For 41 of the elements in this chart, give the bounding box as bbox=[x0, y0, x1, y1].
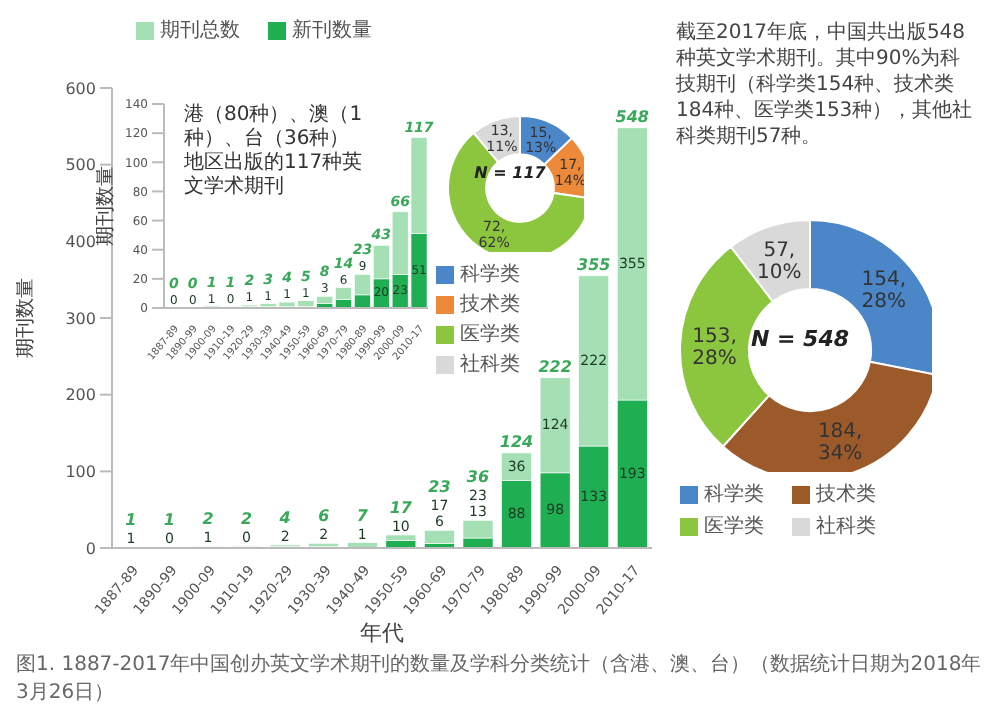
legend-label: 科学类 bbox=[458, 261, 522, 288]
data-label: 153, 28% bbox=[692, 326, 737, 371]
total-label: 2 bbox=[202, 510, 215, 529]
total-label: 36 bbox=[466, 468, 490, 487]
total-label: 17 bbox=[389, 498, 413, 517]
total-label: 548 bbox=[615, 107, 650, 126]
y-tick-label: 0 bbox=[85, 539, 96, 558]
y-tick-label: 400 bbox=[65, 233, 96, 252]
data-label: 184, 34% bbox=[817, 420, 863, 465]
total-label: 124 bbox=[499, 432, 535, 451]
y-tick-label: 100 bbox=[65, 463, 96, 482]
total-label: 222 bbox=[538, 357, 573, 376]
legend-label: 社科类 bbox=[460, 354, 520, 376]
y-tick-label: 200 bbox=[65, 386, 96, 405]
legend-label: 技术类 bbox=[814, 481, 876, 508]
annotation: N = 117 bbox=[474, 164, 546, 182]
total-label: 4 bbox=[277, 508, 292, 527]
data-label: 154, 28% bbox=[861, 269, 907, 314]
data-label: 1 bbox=[125, 511, 137, 530]
y-tick-label: 600 bbox=[65, 79, 96, 98]
total-label: 2 bbox=[240, 510, 253, 529]
total-label: 6 bbox=[318, 507, 331, 526]
legend-label: 医学类 bbox=[702, 513, 764, 540]
legend-label: 社科类 bbox=[814, 513, 876, 540]
data-label: 57, 10% bbox=[757, 239, 802, 284]
total-label: 355 bbox=[577, 255, 612, 274]
total-label: 1 bbox=[163, 511, 176, 530]
legend-label: 技术类 bbox=[458, 291, 522, 318]
legend-label: 医学类 bbox=[458, 321, 522, 348]
total-label: 23 bbox=[428, 478, 452, 497]
y-tick-label: 300 bbox=[65, 309, 96, 328]
x-axis-title: 年代 bbox=[360, 620, 404, 646]
text: 截至2017年底，中国共出版548种英文学术期刊。其中90%为科技期刊（科学类154种、技术类184种、医学类153种），其他社科类期刊57种。 bbox=[676, 20, 975, 150]
text: N = 548 bbox=[750, 326, 850, 352]
caption: 图1. 1887-2017年中国创办英文学术期刊的数量及学科分类统计（含港、澳、台）（数据统计日期为2018年3月26日） bbox=[16, 652, 984, 708]
annotation: 港（80种）、澳（1种）、台（36种）地区出版的117种英文学术期刊 bbox=[184, 104, 364, 200]
legend-label: 期刊总数 bbox=[158, 17, 240, 44]
total-label: 7 bbox=[356, 506, 369, 525]
y-tick-label: 500 bbox=[65, 156, 96, 175]
legend-label: 科学类 bbox=[702, 481, 764, 508]
legend-label: 新刊数量 bbox=[290, 17, 372, 44]
